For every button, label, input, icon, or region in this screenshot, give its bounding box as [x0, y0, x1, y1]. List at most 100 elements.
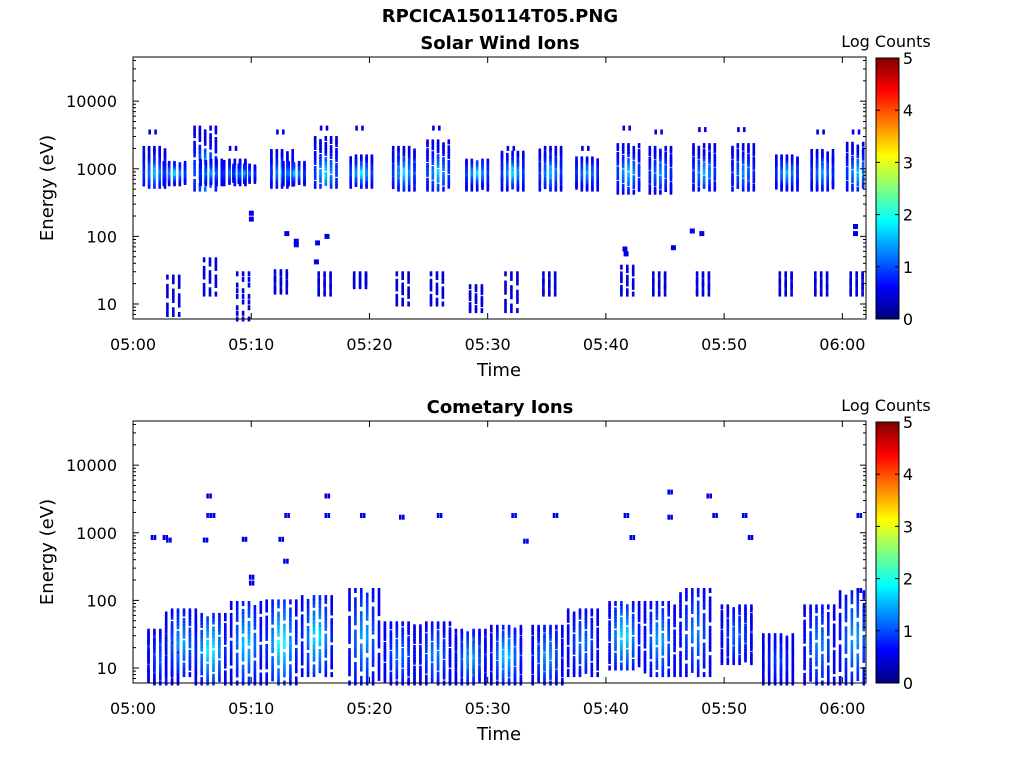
ci-cell: [726, 649, 730, 654]
ci-cell: [283, 668, 286, 674]
ci-cell: [164, 677, 168, 683]
sw-cell: [407, 171, 411, 177]
ci-cell: [608, 604, 611, 610]
ci-cell: [466, 667, 469, 673]
ci-cell: [821, 665, 824, 671]
sw-cell: [279, 276, 283, 282]
ci-cell: [596, 656, 599, 662]
ci-cell: [289, 611, 292, 617]
ci-cell: [614, 636, 617, 642]
ci-cell: [590, 627, 594, 633]
sw-cell: [553, 271, 557, 277]
sw-cell: [616, 157, 620, 163]
sw-cell: [752, 183, 756, 189]
ci-cell: [277, 656, 280, 662]
ci-cell: [460, 662, 464, 668]
sw-cell: [142, 145, 146, 151]
ci-cell: [271, 611, 274, 617]
ci-cell: [460, 636, 464, 642]
sw-cell: [736, 151, 740, 157]
sw-cell: [626, 274, 629, 280]
sw-cell: [313, 157, 317, 162]
ci-cell: [377, 592, 381, 598]
ci-cell: [407, 659, 410, 665]
ci-cell: [170, 659, 174, 665]
ci-cell: [673, 668, 676, 674]
ci-cell: [348, 629, 351, 635]
ci-cell: [224, 650, 227, 656]
ci-cell: [413, 648, 416, 653]
ci-cell: [702, 659, 706, 665]
ci-cell: [661, 608, 665, 614]
ci-cell: [324, 649, 328, 654]
sw-cell: [652, 286, 655, 292]
ci-cell: [389, 633, 393, 639]
ci-cell: [708, 588, 712, 593]
ci-cell: [490, 674, 493, 680]
ci-cell: [478, 672, 481, 678]
ci-cell: [318, 625, 322, 631]
sw-cell: [431, 171, 435, 177]
sw-cell: [447, 174, 451, 180]
sw-cell: [637, 143, 641, 149]
ci-cell: [360, 643, 363, 649]
sw-cell: [692, 183, 695, 189]
sw-cell: [648, 189, 652, 195]
y-tick-label: 10: [97, 659, 117, 678]
ci-cell: [371, 643, 375, 649]
ci-cell: [425, 653, 428, 659]
sw-cell: [637, 151, 641, 157]
sw-cell: [708, 173, 711, 178]
ci-cell: [295, 656, 298, 662]
sw-cell: [402, 184, 406, 190]
sw-cell: [621, 178, 625, 184]
ci-cell: [395, 674, 399, 680]
ci-cell: [295, 648, 298, 654]
ci-cell: [247, 648, 251, 654]
sw-cell: [319, 162, 322, 168]
ci-cell: [395, 639, 399, 645]
ci-cell: [738, 607, 741, 613]
ci-cell: [164, 656, 168, 662]
ci-cell: [608, 623, 611, 629]
sw-cell: [365, 170, 368, 176]
sw-cell: [209, 125, 212, 131]
ci-cell: [507, 633, 511, 639]
ci-cell: [673, 654, 676, 660]
sw-cell: [335, 168, 338, 174]
sw-cell: [648, 184, 652, 190]
ci-cell: [153, 667, 156, 673]
ci-cell: [572, 659, 576, 665]
ci-cell: [750, 643, 753, 649]
ci-cell: [726, 629, 730, 635]
ci-cell: [513, 647, 517, 653]
sw-cell: [637, 154, 641, 160]
sw-cell: [697, 159, 701, 165]
sw-cell: [653, 159, 657, 165]
ci-cell: [850, 676, 854, 681]
sw-cell: [659, 184, 662, 190]
ci-cell: [300, 656, 304, 662]
ci-cell: [637, 649, 641, 655]
ci-cell: [750, 615, 753, 621]
ci-cell: [324, 645, 328, 651]
ci-cell: [844, 657, 848, 663]
ci-cell: [649, 625, 653, 631]
ci-cell: [679, 634, 682, 640]
ci-cell: [732, 632, 735, 638]
sw-cell: [637, 178, 641, 184]
ci-cell: [312, 614, 316, 620]
ci-cell: [496, 627, 499, 633]
ci-cell: [513, 661, 517, 666]
sw-cell: [391, 145, 395, 151]
ci-cell: [229, 620, 233, 626]
panel-title-solar-wind: Solar Wind Ions: [420, 33, 579, 54]
ci-cell: [649, 618, 653, 624]
ci-cell: [330, 618, 333, 624]
ci-cell: [348, 606, 351, 612]
ci-cell: [708, 667, 712, 673]
ci-cell: [850, 617, 854, 623]
ci-cell: [170, 611, 174, 617]
ci-cell: [862, 635, 866, 641]
ci-cell: [673, 622, 676, 628]
